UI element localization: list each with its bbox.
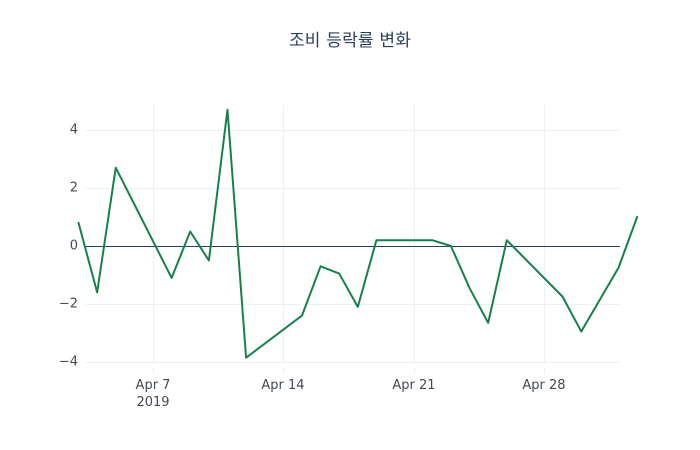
series-line-chart [77, 108, 639, 359]
gridline-horizontal [86, 362, 620, 363]
y-tick-label: −4 [58, 354, 78, 370]
series-polyline [77, 108, 639, 359]
x-tick-label: Apr 7 2019 [135, 378, 171, 410]
gridline-horizontal [86, 130, 620, 131]
y-tick-label: 2 [69, 180, 78, 196]
x-tick-label: Apr 28 [522, 378, 566, 393]
gridline-horizontal [86, 304, 620, 305]
x-tick-mark [414, 368, 415, 373]
x-tick-mark [153, 368, 154, 373]
gridline-horizontal [86, 188, 620, 189]
x-tick-label: Apr 21 [392, 378, 436, 393]
gridline-vertical [153, 105, 154, 362]
y-tick-label: 4 [69, 122, 78, 138]
plot-area [77, 105, 639, 363]
x-tick-mark [544, 368, 545, 373]
gridline-vertical [414, 105, 415, 362]
x-tick-mark [283, 368, 284, 373]
gridline-vertical [544, 105, 545, 362]
plot-background [86, 105, 620, 362]
y-axis: 4 2 0 −2 −4 [40, 105, 78, 370]
chart-title: 조비 등락률 변화 [288, 31, 412, 51]
zero-baseline [86, 246, 620, 247]
y-tick-label: 0 [69, 238, 78, 254]
gridline-vertical [283, 105, 284, 362]
y-tick-label: −2 [58, 296, 78, 312]
x-axis: Apr 7 2019 Apr 14 Apr 21 Apr 28 [86, 368, 620, 428]
x-tick-label: Apr 14 [261, 378, 305, 393]
